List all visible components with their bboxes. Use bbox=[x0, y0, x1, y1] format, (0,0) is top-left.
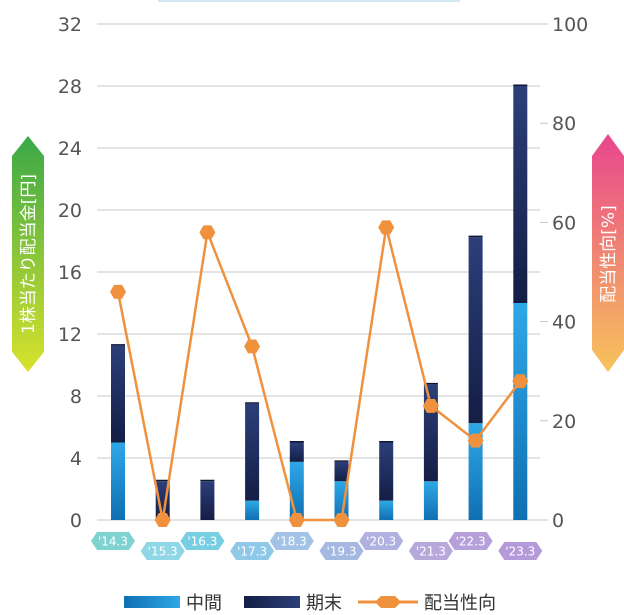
x-label-badge bbox=[91, 532, 135, 550]
left-tick-label: 16 bbox=[58, 262, 82, 284]
x-label-badge bbox=[448, 532, 493, 550]
legend-label-year-end: 期末 bbox=[306, 593, 342, 614]
bar-year-end bbox=[468, 237, 483, 424]
left-tick-label: 28 bbox=[58, 76, 82, 98]
bar-year-end bbox=[334, 461, 349, 482]
right-tick-label: 60 bbox=[552, 212, 576, 234]
right-tick-label: 80 bbox=[552, 113, 576, 135]
payout-ratio-series bbox=[110, 220, 529, 527]
left-tick-label: 32 bbox=[58, 14, 82, 36]
bar-cap bbox=[513, 84, 528, 86]
bar-cap bbox=[423, 382, 438, 385]
right-axis-label: 配当性向[%] bbox=[599, 205, 619, 302]
bar-cap bbox=[155, 479, 170, 482]
bar-interim bbox=[289, 461, 304, 520]
bar-interim bbox=[423, 481, 438, 520]
left-tick-label: 24 bbox=[58, 138, 82, 160]
left-axis-ticks: 0 4 8 12 16 20 24 28 32 bbox=[58, 14, 82, 532]
bar-year-end bbox=[513, 86, 528, 303]
bar-year-end bbox=[111, 345, 125, 443]
x-label-badge bbox=[408, 542, 453, 560]
bar-interim bbox=[245, 500, 260, 520]
left-tick-label: 0 bbox=[70, 510, 82, 532]
legend-label-payout-ratio: 配当性向 bbox=[424, 593, 496, 614]
payout-ratio-point bbox=[378, 220, 395, 235]
left-tick-label: 12 bbox=[58, 324, 82, 346]
x-tick-label: '22.3 bbox=[456, 535, 486, 549]
bar-cap bbox=[245, 402, 260, 404]
payout-ratio-point bbox=[333, 513, 350, 527]
x-label-badge bbox=[359, 532, 404, 550]
x-tick-label: '15.3 bbox=[148, 545, 178, 559]
legend-item-year-end: 期末 bbox=[244, 592, 342, 614]
right-axis-banner: 配当性向[%] bbox=[592, 134, 624, 372]
payout-ratio-point bbox=[288, 513, 305, 527]
grid-lines bbox=[97, 23, 540, 521]
left-tick-label: 20 bbox=[58, 200, 82, 222]
left-axis-banner: 1株当たり配当金[円] bbox=[12, 136, 44, 372]
x-label-badge bbox=[180, 532, 225, 550]
legend-item-payout-ratio: 配当性向 bbox=[358, 592, 496, 614]
x-label-badge bbox=[319, 542, 364, 560]
legend-item-interim: 中間 bbox=[124, 592, 222, 614]
bar-interim bbox=[379, 500, 394, 520]
x-tick-label: '18.3 bbox=[277, 535, 307, 549]
payout-ratio-point bbox=[512, 374, 529, 389]
right-axis-ticks: 0 20 40 60 80 100 bbox=[540, 14, 588, 532]
legend-swatch-year-end bbox=[244, 596, 300, 608]
right-tick-label: 0 bbox=[552, 510, 564, 532]
legend: 中間 期末 配当性向 bbox=[0, 588, 624, 614]
payout-ratio-point bbox=[199, 225, 216, 240]
payout-ratio-point bbox=[422, 398, 439, 413]
bar-year-end bbox=[379, 442, 394, 501]
payout-ratio-point bbox=[154, 513, 171, 527]
x-tick-label: '19.3 bbox=[326, 545, 356, 559]
dividend-chart: 0 4 8 12 16 20 24 28 32 0 20 40 60 80 100 1株当たり配当金[円]… bbox=[12, 14, 624, 560]
bar-interim bbox=[513, 303, 528, 520]
bar-year-end bbox=[200, 481, 215, 520]
x-label-badge bbox=[140, 542, 185, 560]
bar-interim bbox=[111, 442, 125, 520]
bar-year-end bbox=[423, 384, 438, 482]
payout-ratio-point bbox=[467, 433, 484, 448]
x-tick-label: '23.3 bbox=[505, 545, 535, 559]
x-axis-labels: '14.3 '15.3 '16.3 '17.3 '18.3 '19.3 '20.3 '21.3… bbox=[91, 532, 543, 560]
left-tick-label: 8 bbox=[70, 386, 82, 408]
x-label-badge bbox=[269, 532, 314, 550]
bar-cap bbox=[200, 479, 215, 482]
payout-ratio-line bbox=[116, 226, 522, 522]
bar-cap bbox=[289, 441, 304, 443]
bar-cap bbox=[379, 441, 394, 443]
legend-label-interim: 中間 bbox=[186, 593, 222, 614]
bar-cap bbox=[111, 344, 125, 346]
x-label-badge bbox=[230, 542, 275, 560]
x-tick-label: '20.3 bbox=[366, 535, 396, 549]
x-tick-label: '21.3 bbox=[416, 545, 446, 559]
bar-year-end bbox=[245, 403, 260, 501]
x-tick-label: '16.3 bbox=[187, 535, 217, 549]
payout-ratio-point bbox=[110, 284, 126, 299]
top-decoration-bar bbox=[158, 0, 460, 2]
right-tick-label: 100 bbox=[552, 14, 588, 36]
payout-ratio-point bbox=[244, 339, 261, 354]
bar-cap bbox=[334, 460, 349, 462]
legend-swatch-interim bbox=[124, 596, 180, 608]
bar-year-end bbox=[289, 442, 304, 462]
left-tick-label: 4 bbox=[70, 448, 82, 470]
x-tick-label: '14.3 bbox=[98, 535, 128, 549]
right-tick-label: 40 bbox=[552, 312, 576, 334]
x-tick-label: '17.3 bbox=[237, 545, 267, 559]
right-tick-label: 20 bbox=[552, 411, 576, 433]
legend-swatch-payout-ratio bbox=[358, 596, 418, 608]
left-axis-label: 1株当たり配当金[円] bbox=[19, 174, 39, 334]
bar-series bbox=[111, 84, 528, 520]
bar-cap bbox=[468, 235, 483, 238]
x-label-badge bbox=[498, 542, 543, 560]
